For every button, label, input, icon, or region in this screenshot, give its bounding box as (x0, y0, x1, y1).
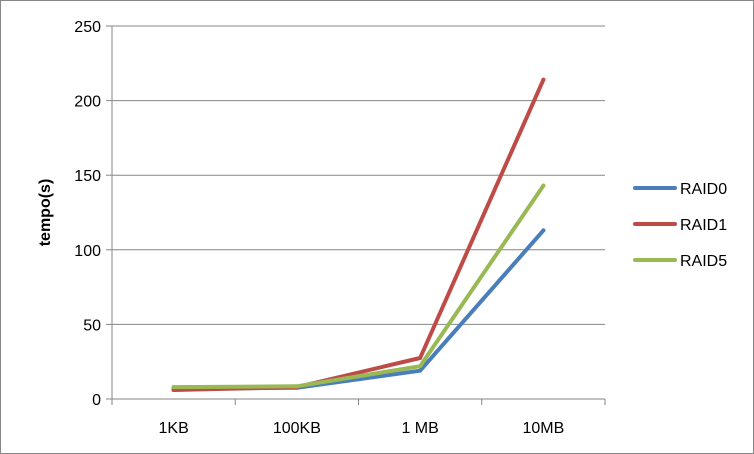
x-tick-label: 1KB (159, 420, 189, 437)
y-axis-title: tempo(s) (37, 179, 54, 247)
data-point-raid5 (171, 385, 176, 390)
y-tick-label: 150 (74, 168, 101, 185)
y-tick-label: 250 (74, 19, 101, 36)
data-point-raid5 (418, 364, 423, 369)
x-tick-labels: 1KB 100KB 1 MB 10MB (159, 420, 565, 437)
data-point-raid5 (541, 183, 546, 188)
axes (106, 25, 606, 405)
y-tick-labels: 0 50 100 150 200 250 (74, 19, 101, 409)
legend-item-raid0: RAID0 (633, 181, 727, 198)
series-lines (171, 77, 546, 393)
data-point-raid0 (541, 228, 546, 233)
gridlines (112, 25, 605, 325)
legend-label: RAID5 (680, 253, 727, 270)
legend: RAID0 RAID1 RAID5 (633, 181, 727, 270)
legend-label: RAID0 (680, 181, 727, 198)
y-tick-label: 0 (92, 392, 101, 409)
series-line-raid1 (171, 77, 546, 392)
legend-item-raid1: RAID1 (633, 217, 727, 234)
legend-item-raid5: RAID5 (633, 253, 727, 270)
y-tick-label: 50 (83, 317, 101, 334)
data-point-raid5 (294, 384, 299, 389)
data-point-raid1 (418, 355, 423, 360)
series-line-raid0 (171, 228, 546, 391)
x-tick-label: 1 MB (401, 420, 438, 437)
x-tick-label: 100KB (273, 420, 321, 437)
x-tick-label: 10MB (522, 420, 564, 437)
legend-label: RAID1 (680, 217, 727, 234)
data-point-raid0 (418, 368, 423, 373)
data-point-raid1 (541, 77, 546, 82)
series-line-raid5 (171, 183, 546, 390)
y-tick-label: 100 (74, 243, 101, 260)
y-tick-label: 200 (74, 94, 101, 111)
